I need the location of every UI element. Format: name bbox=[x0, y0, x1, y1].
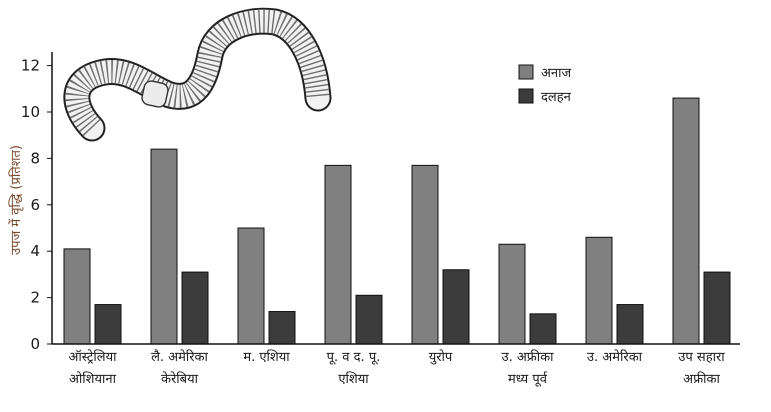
y-tick-label: 12 bbox=[21, 57, 40, 75]
y-tick-label: 6 bbox=[30, 196, 40, 214]
legend-swatch-series-2 bbox=[518, 88, 534, 104]
bar-series-1-cat-2 bbox=[150, 148, 178, 345]
x-category-label: म. एशिया bbox=[243, 349, 290, 365]
earthworm-illustration bbox=[63, 7, 332, 142]
y-axis-title: उपज में वृद्धि (प्रतिशत) bbox=[8, 145, 24, 255]
y-tick-label: 4 bbox=[30, 242, 40, 260]
x-category-label: उ. अमेरिका bbox=[587, 349, 643, 365]
x-category-label: एशिया bbox=[338, 371, 369, 387]
bar-series-2-cat-5 bbox=[442, 269, 470, 345]
legend-swatch-series-1 bbox=[518, 64, 534, 80]
y-tick-label: 0 bbox=[30, 335, 40, 353]
x-category-label: उ. अफ्रीका bbox=[501, 349, 554, 365]
y-tick-label: 2 bbox=[30, 289, 40, 307]
bar-series-2-cat-2 bbox=[181, 271, 209, 345]
bar-series-2-cat-1 bbox=[94, 304, 122, 345]
x-category-label: युरोप bbox=[429, 349, 453, 365]
bar-series-2-cat-8 bbox=[703, 271, 731, 345]
bar-series-2-cat-7 bbox=[616, 304, 644, 345]
bar-series-1-cat-5 bbox=[411, 164, 439, 345]
legend: अनाज दलहन bbox=[518, 64, 572, 105]
legend-label-series-2: दलहन bbox=[541, 90, 572, 105]
x-category-label: ऑस्ट्रेलिया bbox=[69, 349, 118, 365]
legend-label-series-1: अनाज bbox=[541, 66, 572, 81]
bar-series-1-cat-4 bbox=[324, 164, 352, 345]
bar-series-1-cat-8 bbox=[672, 97, 700, 345]
bar-series-2-cat-6 bbox=[529, 313, 557, 345]
x-category-label: अफ्रीका bbox=[683, 371, 720, 387]
y-tick-label: 10 bbox=[21, 103, 40, 121]
x-category-label: केरेबिया bbox=[161, 371, 199, 387]
bar-series-1-cat-1 bbox=[63, 248, 91, 345]
bar-series-1-cat-6 bbox=[498, 243, 526, 345]
x-category-label: उप सहारा bbox=[678, 350, 725, 365]
y-tick-label: 8 bbox=[30, 149, 40, 167]
x-category-label: लै. अमेरिका bbox=[151, 349, 208, 365]
bar-series-2-cat-3 bbox=[268, 311, 296, 345]
x-category-label: ओशियाना bbox=[69, 371, 117, 387]
x-category-label: पू. व द. पू. bbox=[327, 350, 381, 365]
bar-series-1-cat-7 bbox=[585, 236, 613, 345]
bar-series-2-cat-4 bbox=[355, 294, 383, 345]
x-category-label: मध्य पूर्व bbox=[508, 371, 548, 387]
bar-series-1-cat-3 bbox=[237, 227, 265, 345]
